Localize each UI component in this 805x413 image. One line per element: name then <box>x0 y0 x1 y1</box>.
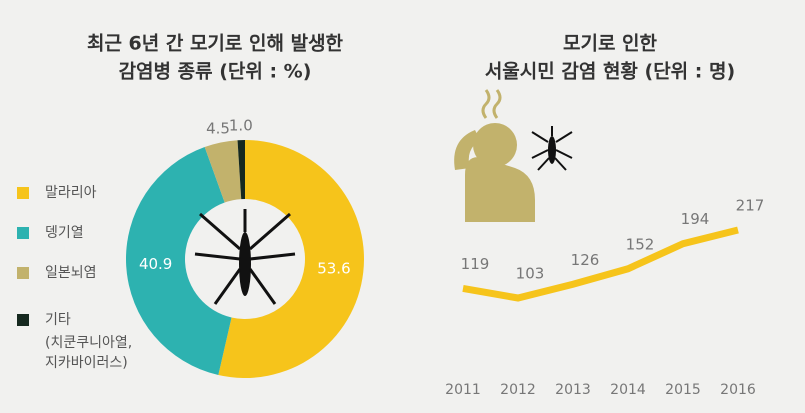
pie-slice <box>218 140 364 378</box>
legend-note: 지카바이러스) <box>45 355 128 371</box>
legend-swatch <box>17 314 29 326</box>
data-label: 4.5 <box>206 119 230 137</box>
data-label: 217 <box>736 197 765 215</box>
person-icon <box>454 89 535 222</box>
legend-label: 뎅기열 <box>45 225 84 241</box>
legend-swatch <box>17 267 29 279</box>
data-label: 119 <box>461 255 490 273</box>
chart-title: 서울시민 감염 현황 (단위 : 명) <box>485 60 735 83</box>
data-line <box>462 226 739 302</box>
mosquito-icon <box>531 126 573 171</box>
data-label: 1.0 <box>229 117 253 135</box>
legend-swatch <box>17 187 29 199</box>
chart-title: 최근 6년 간 모기로 인해 발생한 <box>87 33 344 55</box>
pie-slice <box>125 147 232 375</box>
data-label: 126 <box>571 251 600 269</box>
legend-swatch <box>17 227 29 239</box>
x-tick-label: 2014 <box>610 382 646 398</box>
legend-label: 말라리아 <box>45 185 97 201</box>
legend-label: 기타 <box>45 312 71 328</box>
legend-label: 일본뇌염 <box>45 265 97 281</box>
data-label: 40.9 <box>139 255 172 273</box>
x-tick-label: 2013 <box>555 382 591 398</box>
data-label: 103 <box>516 265 545 283</box>
x-tick-label: 2011 <box>445 382 481 398</box>
x-tick-label: 2016 <box>720 382 756 398</box>
chart-title: 모기로 인한 <box>563 33 658 55</box>
pie-slice <box>204 140 242 203</box>
mosquito-icon <box>194 209 296 305</box>
mosquito-legs <box>194 209 296 305</box>
data-label: 152 <box>626 235 655 253</box>
data-label: 53.6 <box>317 260 350 278</box>
data-label: 194 <box>681 210 710 228</box>
x-tick-label: 2012 <box>500 382 536 398</box>
mosquito-body <box>239 232 251 296</box>
pie-slice <box>237 140 245 200</box>
legend-note: (치쿤쿠니아열, <box>45 335 132 351</box>
x-tick-label: 2015 <box>665 382 701 398</box>
chart-title: 감염병 종류 (단위 : %) <box>119 61 312 83</box>
